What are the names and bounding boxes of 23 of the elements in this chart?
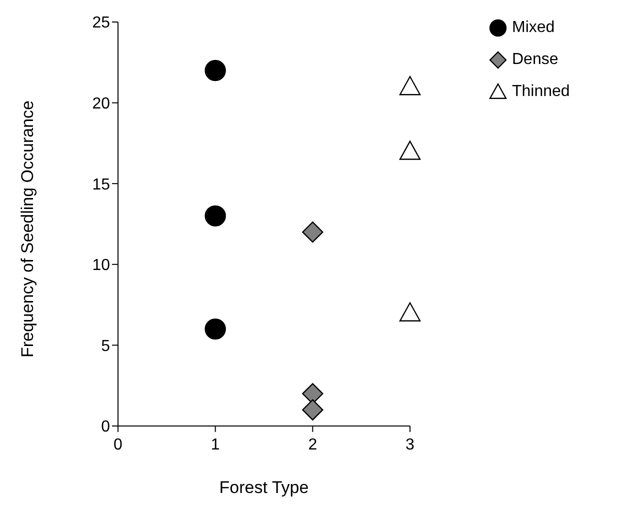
point bbox=[399, 140, 421, 160]
legend-label: Dense bbox=[512, 51, 558, 69]
point bbox=[302, 221, 324, 243]
y-tick-label: 15 bbox=[92, 176, 110, 194]
y-tick-label: 10 bbox=[92, 257, 110, 274]
x-tick-label: 2 bbox=[308, 436, 318, 454]
x-tick-label: 1 bbox=[210, 436, 220, 454]
x-tick-label: 0 bbox=[114, 436, 123, 454]
y-tick-label: 25 bbox=[92, 14, 110, 32]
legend-label: Thinned bbox=[512, 83, 570, 101]
y-tick-label: 20 bbox=[92, 95, 110, 112]
point bbox=[204, 60, 226, 82]
y-tick-label: 0 bbox=[101, 418, 110, 436]
legend-label: Mixed bbox=[512, 19, 555, 37]
point bbox=[399, 76, 421, 96]
x-tick-label: 3 bbox=[406, 436, 415, 454]
y-axis-title: Frequency of Seedling Occurance bbox=[18, 100, 38, 358]
point bbox=[302, 399, 324, 420]
y-tick-label: 5 bbox=[101, 338, 110, 355]
point bbox=[204, 205, 226, 226]
point bbox=[399, 302, 421, 322]
x-axis-title: Forest Type bbox=[218, 478, 310, 498]
point bbox=[204, 318, 226, 340]
